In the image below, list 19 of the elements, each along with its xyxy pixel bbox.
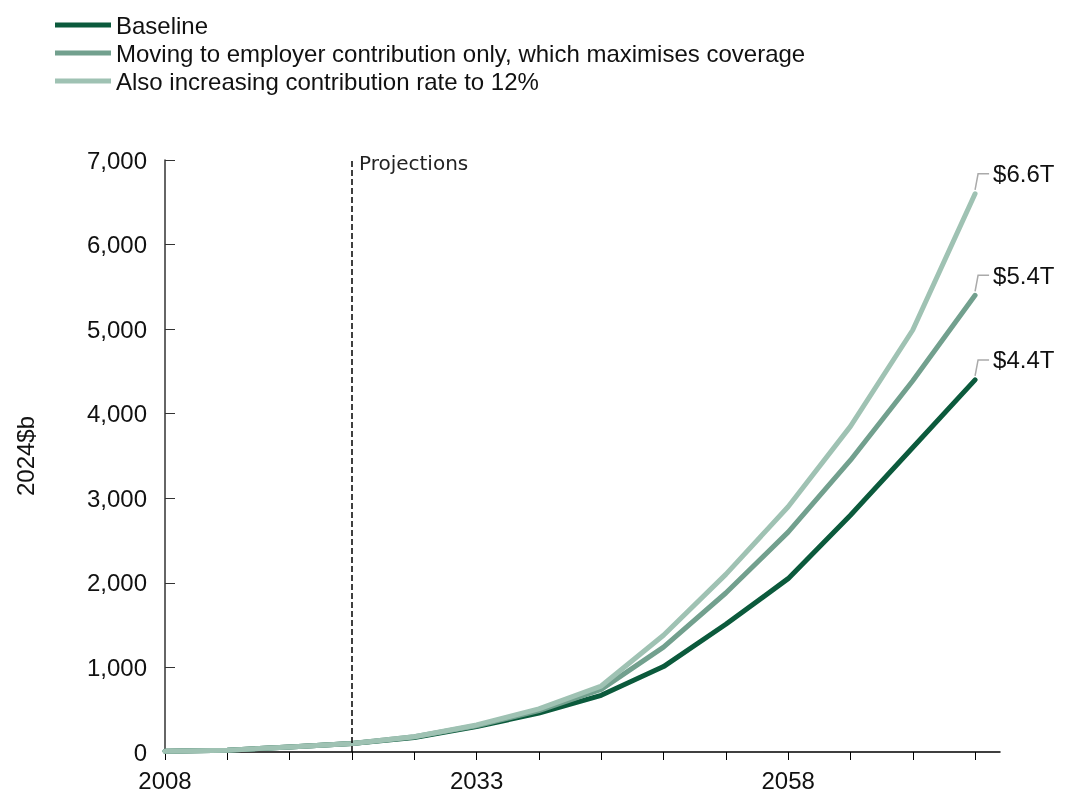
annotation: $5.4T — [993, 261, 1055, 289]
y-tick-label: 5,000 — [86, 315, 147, 343]
x-tick-label: 2033 — [449, 766, 504, 794]
y-axis-title: 2024$b — [11, 415, 39, 497]
annotation: $6.6T — [993, 160, 1055, 188]
y-tick-label: 0 — [133, 738, 147, 766]
ref-line-label: Projections — [358, 151, 469, 175]
y-tick-label: 2,000 — [86, 569, 147, 597]
annotation: $4.4T — [993, 346, 1055, 374]
y-tick-label: 1,000 — [86, 653, 147, 681]
y-tick-label: 6,000 — [86, 231, 147, 259]
y-tick-label: 3,000 — [86, 484, 147, 512]
x-tick-label: 2058 — [761, 766, 815, 794]
y-tick-label: 4,000 — [86, 400, 147, 428]
y-tick-label: 7,000 — [86, 146, 147, 174]
legend-label: Baseline — [116, 11, 209, 39]
legend-label: Also increasing contribution rate to 12% — [116, 67, 539, 95]
legend-label: Moving to employer contribution only, which maximises coverage — [116, 39, 806, 67]
x-tick-label: 2008 — [138, 766, 192, 794]
